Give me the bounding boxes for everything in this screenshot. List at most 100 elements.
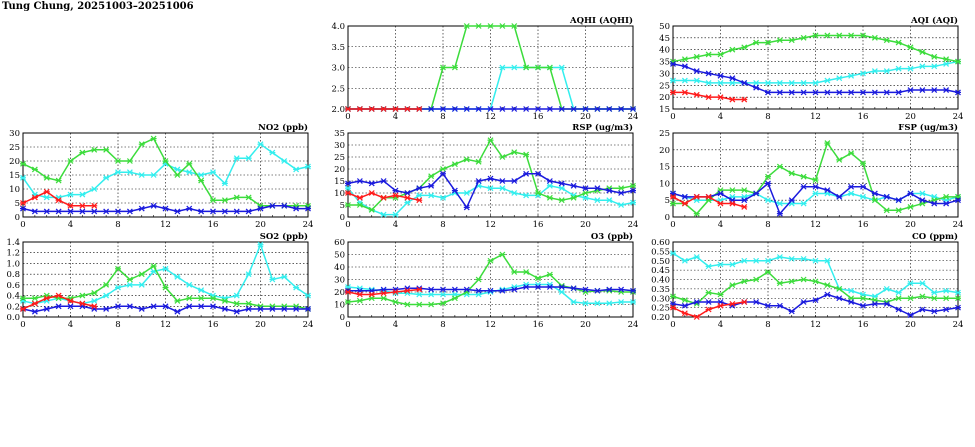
data-point (705, 79, 712, 86)
y-tick-label: 20 (659, 93, 670, 103)
data-point (20, 200, 26, 206)
data-point (511, 178, 518, 184)
data-point (499, 154, 506, 160)
x-tick-label: 20 (580, 112, 591, 122)
data-point (681, 193, 688, 200)
data-point (907, 65, 914, 72)
data-point (511, 149, 518, 156)
data-point (776, 163, 783, 170)
data-point (788, 197, 795, 204)
data-point (729, 200, 736, 207)
y-tick-label: 35 (659, 58, 670, 68)
y-tick-label: 20 (334, 165, 345, 175)
data-point (741, 79, 748, 86)
data-point (848, 150, 855, 157)
x-tick-label: 20 (255, 220, 266, 230)
data-point (20, 205, 26, 212)
data-point (765, 173, 771, 180)
data-point (582, 106, 589, 112)
data-point (630, 199, 636, 206)
data-point (186, 169, 193, 176)
data-point (630, 299, 636, 305)
y-tick-label: 1.2 (6, 249, 20, 259)
y-tick-label: 45 (659, 34, 670, 44)
data-point (788, 170, 795, 177)
data-point (293, 306, 300, 312)
data-point (31, 308, 38, 315)
data-point (848, 32, 855, 39)
data-point (800, 299, 807, 305)
data-point (463, 156, 470, 163)
data-point (693, 68, 700, 74)
data-point (717, 302, 724, 309)
y-tick-label: 0.30 (651, 294, 670, 304)
data-point (860, 295, 866, 302)
data-point (31, 194, 38, 201)
data-point (931, 295, 938, 302)
data-point (824, 89, 831, 96)
data-point (499, 251, 506, 258)
y-tick-label: 5 (15, 199, 20, 209)
data-point (475, 23, 482, 29)
data-point (570, 194, 577, 201)
data-point (138, 172, 145, 178)
data-point (705, 94, 712, 101)
data-point (198, 287, 205, 294)
data-point (221, 298, 228, 304)
data-point (931, 200, 938, 207)
data-point (594, 287, 601, 294)
data-point (618, 286, 625, 293)
data-point (681, 56, 688, 63)
data-point (535, 275, 541, 282)
data-point (824, 291, 831, 298)
data-point (919, 190, 926, 197)
data-point (20, 306, 26, 312)
data-point (138, 281, 145, 288)
data-point (729, 261, 736, 268)
data-point (345, 202, 351, 208)
data-point (31, 166, 38, 173)
data-point (753, 299, 760, 305)
data-point (43, 188, 50, 195)
data-point (582, 300, 589, 307)
data-point (380, 106, 387, 112)
data-point (606, 187, 613, 194)
panel-title: CO (ppm) (912, 231, 958, 242)
y-tick-label: 35 (334, 129, 345, 139)
x-tick-label: 20 (905, 320, 916, 330)
y-tick-label: 4.0 (331, 22, 345, 32)
data-point (416, 301, 423, 308)
x-tick-label: 16 (533, 220, 544, 230)
data-point (800, 276, 807, 283)
data-point (606, 197, 613, 204)
data-point (824, 257, 831, 264)
data-point (895, 39, 902, 46)
x-tick-label: 12 (810, 112, 821, 122)
data-point (55, 197, 62, 204)
y-tick-label: 0.25 (651, 304, 670, 314)
data-point (729, 282, 736, 289)
data-point (257, 141, 264, 148)
data-point (487, 137, 494, 144)
data-point (535, 106, 541, 112)
data-point (705, 51, 712, 58)
x-tick-label: 16 (533, 320, 544, 330)
data-point (115, 265, 121, 272)
y-tick-label: 0.20 (651, 313, 670, 323)
data-point (836, 285, 843, 292)
data-point (186, 303, 193, 310)
data-point (618, 185, 625, 192)
data-point (463, 286, 470, 293)
y-tick-label: 0 (340, 313, 345, 323)
x-tick-label: 0 (20, 320, 25, 330)
data-point (729, 46, 736, 53)
data-point (392, 211, 399, 218)
data-point (836, 75, 843, 82)
data-point (281, 306, 288, 312)
x-tick-label: 16 (858, 220, 869, 230)
x-tick-label: 0 (670, 112, 675, 122)
data-point (741, 187, 748, 194)
data-point (717, 51, 724, 58)
